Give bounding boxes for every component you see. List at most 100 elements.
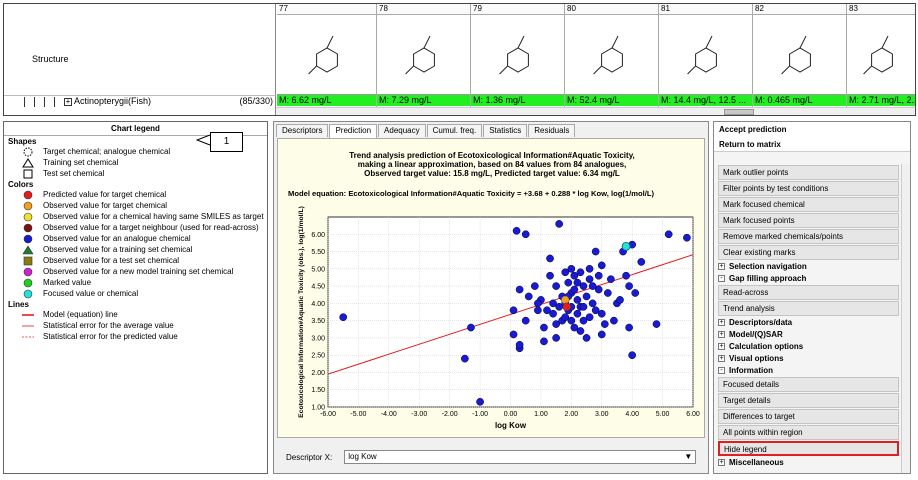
tab-prediction[interactable]: Prediction [329,124,378,138]
taxon-row[interactable]: + Actinopterygii(Fish) (85/330) [4,95,276,107]
column-value[interactable]: M: 14.4 mg/L, 12.5 ... [659,94,752,106]
analogue-point[interactable] [616,296,624,304]
trend-chart[interactable]: Trend analysis prediction of Ecotoxicolo… [277,138,705,438]
analogue-point[interactable] [625,282,633,290]
filter-points-by-test-conditions-button[interactable]: Filter points by test conditions [718,181,899,196]
tab-adequacy[interactable]: Adequacy [378,124,426,137]
mark-focused-points-button[interactable]: Mark focused points [718,213,899,228]
analogue-point[interactable] [570,285,579,294]
analogue-point[interactable] [585,264,594,273]
analogue-point[interactable] [585,275,594,284]
analogue-point[interactable] [540,323,548,332]
analogue-point[interactable] [546,254,554,263]
analogue-point[interactable] [549,309,557,318]
analogue-point[interactable] [579,316,588,325]
section-gap-filling-approach[interactable]: - Gap filling approach [718,273,899,284]
analogue-point[interactable] [576,327,585,335]
scrollbar-thumb[interactable] [724,109,754,115]
expand-icon[interactable]: + [718,319,725,326]
analogue-point[interactable] [588,282,597,290]
tab-statistics[interactable]: Statistics [483,124,528,137]
column-value[interactable]: M: 2.71 mg/L, 2... [847,94,916,106]
analogue-point[interactable] [603,289,612,297]
analogue-point[interactable] [594,271,603,280]
analogue-point[interactable] [552,282,560,290]
matrix-column[interactable]: 78 M: 7.29 mg/L [377,4,471,107]
matrix-column[interactable]: 80 M: 52.4 mg/L [565,4,659,107]
analogue-point[interactable] [622,271,630,280]
mark-focused-chemical-button[interactable]: Mark focused chemical [718,197,899,212]
analogue-point[interactable] [567,316,576,325]
analogue-point[interactable] [579,282,588,290]
column-value[interactable]: M: 6.62 mg/L [277,94,376,106]
matrix-column[interactable]: 82 M: 0.465 mg/L [753,4,847,107]
mark-outlier-points-button[interactable]: Mark outlier points [718,165,899,180]
analogue-point[interactable] [582,292,591,301]
analogue-point[interactable] [591,306,600,315]
analogue-point[interactable] [597,330,606,339]
analogue-point[interactable] [600,320,609,328]
analogue-point[interactable] [534,306,542,315]
analogue-point[interactable] [573,309,582,318]
analogue-point[interactable] [570,323,579,332]
expand-icon[interactable]: + [718,263,725,270]
target-predicted-point[interactable] [562,302,572,312]
analogue-point[interactable] [521,316,530,325]
analogue-point[interactable] [610,316,618,325]
matrix-column[interactable]: 81 M: 14.4 mg/L, 12.5 ... [659,4,753,107]
analogue-point[interactable] [597,309,606,318]
analogue-point[interactable] [664,230,673,239]
analogue-point[interactable] [561,313,570,322]
analogue-point[interactable] [579,302,588,311]
trend-analysis-button[interactable]: Trend analysis [718,301,899,316]
analogue-point[interactable] [530,282,539,290]
focused-details-button[interactable]: Focused details [718,377,899,392]
collapse-icon[interactable]: - [718,367,725,374]
analogue-point[interactable] [509,306,518,315]
analogue-point[interactable] [573,296,582,304]
section-model-q-sar[interactable]: + Model/(Q)SAR [718,329,899,340]
horizontal-scrollbar[interactable] [276,107,915,115]
expand-icon[interactable]: + [718,331,725,338]
expand-icon[interactable]: + [718,355,725,362]
analogue-point[interactable] [524,292,533,301]
analogue-point[interactable] [625,323,633,332]
differences-to-target-button[interactable]: Differences to target [718,409,899,424]
target-details-button[interactable]: Target details [718,393,899,408]
analogue-point[interactable] [546,271,554,280]
remove-marked-chemicals-points-button[interactable]: Remove marked chemicals/points [718,229,899,244]
analogue-point[interactable] [476,397,484,406]
analogue-point[interactable] [567,264,576,273]
analogue-point[interactable] [552,334,560,342]
analogue-point[interactable] [591,247,600,256]
analogue-point[interactable] [588,299,597,308]
analogue-point[interactable] [543,306,551,315]
column-value[interactable]: M: 7.29 mg/L [377,94,470,106]
return-to-matrix-button[interactable]: Return to matrix [714,137,910,152]
analogue-point[interactable] [339,313,348,322]
analogue-point[interactable] [521,230,530,239]
tab-descriptors[interactable]: Descriptors [276,124,329,137]
expand-icon[interactable]: + [718,343,725,350]
analogue-point[interactable] [515,285,524,294]
column-value[interactable]: M: 1.36 mg/L [471,94,564,106]
expand-icon[interactable]: + [64,97,72,106]
analogue-point[interactable] [555,220,564,228]
expand-icon[interactable]: + [718,459,725,466]
matrix-column[interactable]: 83 M: 2.71 mg/L, 2... [847,4,916,107]
analogue-point[interactable] [540,337,548,346]
section-descriptors-data[interactable]: + Descriptors/data [718,317,899,328]
section-miscellaneous[interactable]: + Miscellaneous [718,457,899,468]
analogue-point[interactable] [467,323,475,332]
vertical-scrollbar[interactable] [901,164,910,473]
target-observed-point[interactable] [561,295,570,305]
tab-residuals[interactable]: Residuals [528,124,576,137]
all-points-within-region-button[interactable]: All points within region [718,425,899,440]
section-visual-options[interactable]: + Visual options [718,353,899,364]
analogue-point[interactable] [573,278,582,287]
clear-existing-marks-button[interactable]: Clear existing marks [718,245,899,260]
matrix-column[interactable]: 79 M: 1.36 mg/L [471,4,565,107]
analogue-point[interactable] [564,278,573,287]
accept-prediction-button[interactable]: Accept prediction [714,122,910,137]
analogue-point[interactable] [561,268,570,277]
